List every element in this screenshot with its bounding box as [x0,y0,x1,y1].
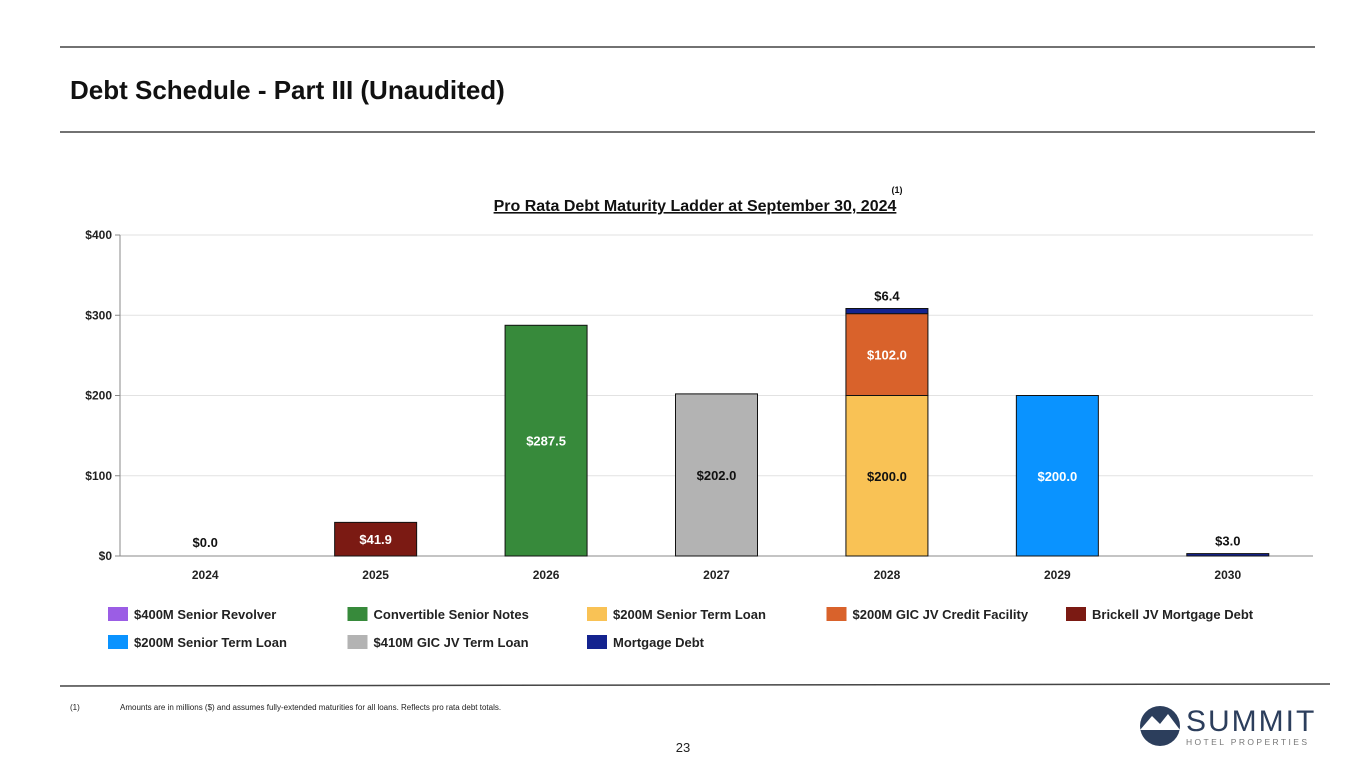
y-tick-label: $400 [85,228,112,242]
legend-label: $200M GIC JV Credit Facility [853,607,1029,622]
logo-sub: HOTEL PROPERTIES [1186,737,1309,747]
data-label: $200.0 [1037,469,1077,484]
bar-segment [1015,395,1099,557]
x-tick-label: 2026 [533,568,560,582]
x-tick-label: 2027 [703,568,730,582]
data-label: $202.0 [697,468,737,483]
legend-swatch [826,607,847,621]
legend-swatch [587,635,607,649]
slide-title: Debt Schedule - Part III (Unaudited) [70,75,505,105]
logo-mountain [1140,714,1180,730]
bar-segment [504,324,588,557]
x-tick-label: 2030 [1214,568,1241,582]
bar-segment [334,521,418,557]
bar-segment [845,308,929,315]
legend-swatch [587,607,607,621]
y-tick-label: $200 [85,389,112,403]
x-tick-label: 2029 [1044,568,1071,582]
bar-segment [845,395,929,557]
data-label: $200.0 [867,469,907,484]
chart-title-note: (1) [892,185,903,195]
logo-name: SUMMIT [1186,705,1316,738]
y-tick-label: $300 [85,308,112,322]
data-label: $41.9 [359,532,392,547]
logo: SUMMIT HOTEL PROPERTIES [1140,705,1316,747]
legend-label: Convertible Senior Notes [374,607,529,622]
legend-swatch [108,635,128,649]
legend-swatch [347,607,368,621]
legend-swatch [1066,607,1086,621]
footer-rule [59,683,1331,687]
bar-segment [675,393,758,557]
legend-swatch [108,607,128,621]
data-label: $287.5 [526,434,566,449]
legend-label: $410M GIC JV Term Loan [374,635,529,650]
legend-label: $400M Senior Revolver [134,607,276,622]
x-tick-label: 2025 [362,568,389,582]
bar-segment [1186,553,1270,557]
data-label: $0.0 [193,535,218,550]
page-number: 23 [676,740,690,755]
legend-label: Brickell JV Mortgage Debt [1092,607,1254,622]
footnote: Amounts are in millions ($) and assumes … [120,703,501,712]
chart-title: Pro Rata Debt Maturity Ladder at Septemb… [494,198,897,215]
legend-label: Mortgage Debt [613,635,705,650]
data-label: $6.4 [874,289,900,304]
y-tick-label: $100 [85,469,112,483]
bar-segment [845,313,929,396]
footnote-marker: (1) [70,703,80,712]
legend-label: $200M Senior Term Loan [613,607,766,622]
x-tick-label: 2024 [192,568,219,582]
y-tick-label: $0 [99,549,113,563]
data-label: $3.0 [1215,534,1240,549]
x-tick-label: 2028 [874,568,901,582]
legend-swatch [347,635,368,649]
data-label: $102.0 [867,348,907,363]
legend-label: $200M Senior Term Loan [134,635,287,650]
